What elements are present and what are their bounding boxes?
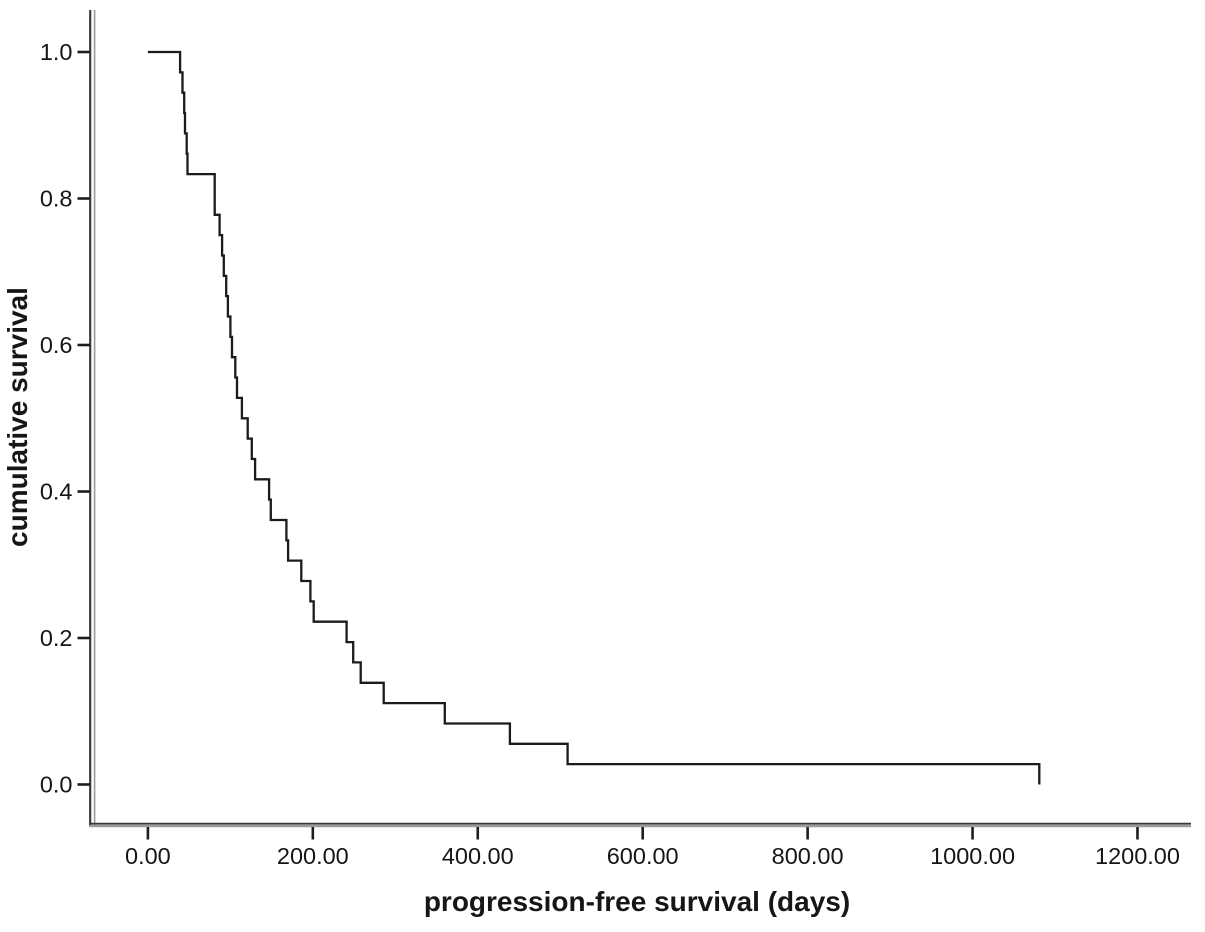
y-tick-label: 0.6 [40, 332, 73, 358]
x-axis-ticks: 0.00 200.00 400.00 600.00 800.00 1000.00 1200.… [125, 827, 1180, 869]
x-axis-title: progression-free survival (days) [424, 886, 850, 917]
y-tick-label: 1.0 [40, 39, 73, 65]
y-tick-label: 0.8 [40, 186, 73, 212]
x-tick-label: 0.00 [125, 843, 171, 869]
y-axis-title: cumulative survival [2, 287, 33, 547]
x-tick-label: 800.00 [772, 843, 844, 869]
y-tick-label: 0.0 [40, 772, 73, 798]
x-tick-label: 400.00 [442, 843, 514, 869]
y-axis-ticks: 0.0 0.2 0.4 0.6 0.8 1.0 [40, 39, 90, 798]
x-tick-label: 200.00 [277, 843, 349, 869]
x-tick-label: 600.00 [607, 843, 679, 869]
survival-curve [147, 50, 1041, 785]
x-tick-label: 1200.00 [1095, 843, 1180, 869]
y-tick-label: 0.2 [40, 625, 73, 651]
y-tick-label: 0.4 [40, 479, 73, 505]
x-tick-label: 1000.00 [930, 843, 1015, 869]
